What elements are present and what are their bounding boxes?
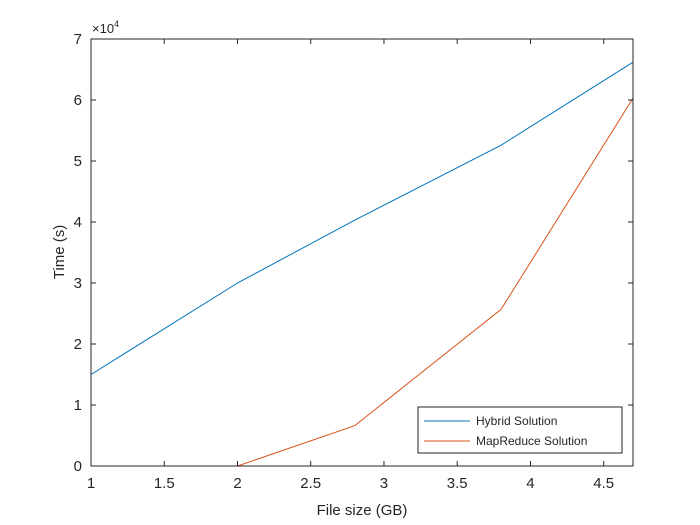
y-tick-label: 2: [74, 336, 82, 353]
y-tick-label: 0: [74, 458, 82, 475]
y-exponent-power: 4: [114, 19, 119, 29]
y-tick-label: 5: [74, 153, 82, 170]
x-tick-label: 4.5: [593, 475, 614, 492]
x-tick-label: 3.5: [447, 475, 468, 492]
y-tick-label: 4: [74, 214, 82, 231]
x-tick-label: 2: [233, 475, 241, 492]
x-tick-label: 4: [526, 475, 534, 492]
x-tick-label: 3: [380, 475, 388, 492]
legend-label-2: MapReduce Solution: [476, 434, 587, 448]
y-tick-label: 3: [74, 275, 82, 292]
plot-area: [91, 39, 633, 466]
x-axis-label: File size (GB): [317, 502, 408, 519]
legend-box: [417, 406, 623, 454]
plot-frame: [90, 38, 634, 467]
y-axis: 0 1 2 3 4 5 6 7: [74, 31, 633, 475]
legend: Hybrid Solution MapReduce Solution: [417, 406, 623, 454]
x-tick-label: 2.5: [300, 475, 321, 492]
y-tick-label: 1: [74, 397, 82, 414]
y-exponent-label: ×104: [92, 19, 119, 36]
y-tick-label: 6: [74, 92, 82, 109]
x-tick-label: 1: [87, 475, 95, 492]
legend-label-1: Hybrid Solution: [476, 414, 557, 428]
x-tick-label: 1.5: [154, 475, 175, 492]
series-line-1: [90, 61, 634, 375]
y-axis-label: Time (s): [51, 225, 68, 279]
x-axis: 1 1.5 2 2.5 3 3.5 4 4.5: [87, 39, 614, 492]
y-tick-label: 7: [74, 31, 82, 48]
